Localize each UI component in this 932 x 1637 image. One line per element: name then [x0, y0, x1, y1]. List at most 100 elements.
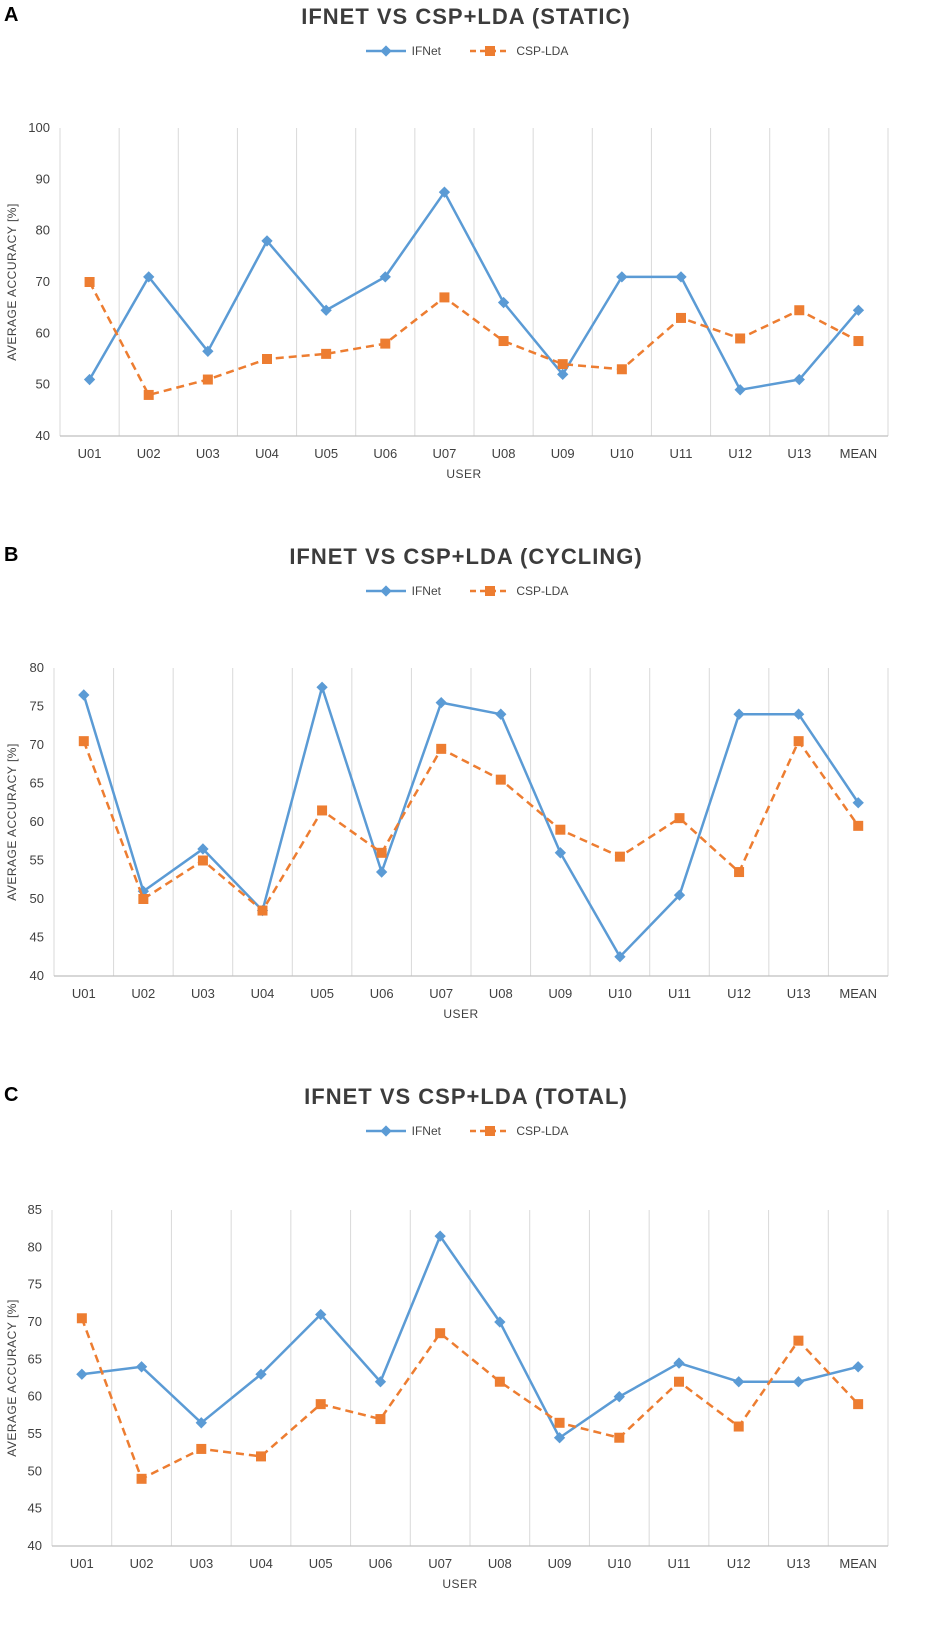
data-point [554, 847, 567, 859]
x-axis-title: USER [443, 1007, 478, 1021]
data-point [557, 359, 568, 370]
data-point [553, 1432, 566, 1444]
x-axis-title: USER [442, 1577, 477, 1591]
data-point [135, 1361, 148, 1373]
data-point [852, 797, 864, 809]
y-tick-label: 65 [28, 1351, 42, 1366]
x-tick-label: U12 [727, 1556, 751, 1571]
grid [59, 128, 889, 436]
y-tick-label: 55 [30, 853, 44, 868]
data-point [143, 271, 155, 283]
chart-title: IFNET VS CSP+LDA (STATIC) [301, 4, 631, 29]
x-tick-label: MEAN [840, 446, 878, 461]
series-line [88, 190, 860, 392]
y-tick-label: 85 [28, 1202, 42, 1217]
data-point [614, 851, 625, 862]
grid [53, 668, 889, 976]
data-point [435, 696, 447, 709]
grid [51, 1210, 889, 1546]
legend-item-csplda: CSP-LDA [468, 1124, 568, 1138]
y-tick-label: 70 [30, 737, 44, 752]
x-tick-label: U07 [429, 986, 453, 1001]
x-tick-label: U04 [255, 446, 279, 461]
data-point [793, 736, 804, 747]
x-tick-label: U07 [432, 446, 456, 461]
y-tick-label: 75 [28, 1277, 42, 1292]
x-tick-label: U05 [309, 1556, 333, 1571]
chart-title: IFNET VS CSP+LDA (CYCLING) [289, 544, 643, 569]
x-tick-label: U10 [608, 986, 632, 1001]
x-tick-label: U02 [130, 1556, 154, 1571]
x-tick-label: U05 [314, 446, 338, 461]
x-tick-label: U12 [727, 986, 751, 1001]
data-point [197, 843, 209, 855]
x-tick-label: U09 [548, 986, 572, 1001]
y-tick-label: 70 [36, 274, 50, 289]
data-point [375, 866, 388, 878]
x-tick-label: U10 [610, 446, 634, 461]
y-tick-label: 45 [28, 1501, 42, 1516]
data-point [793, 373, 805, 386]
legend-label-ifnet: IFNet [411, 44, 441, 58]
series-ifnet [83, 186, 865, 396]
data-point [256, 1451, 266, 1462]
data-point [554, 1417, 565, 1428]
y-tick-label: 60 [30, 814, 44, 829]
x-tick-label: U11 [670, 446, 693, 461]
y-tick-label: 80 [28, 1239, 42, 1254]
chart-plot-c: 40 45 50 55 60 65 70 75 80 85 U01 U02 U03 U04 U05 U06 U0… [5, 1202, 889, 1591]
y-axis-title: AVERAGE ACCURACY [%] [5, 1299, 19, 1457]
data-point [78, 736, 89, 747]
data-point [733, 708, 745, 720]
x-tick-label: U13 [787, 446, 811, 461]
data-point [320, 304, 332, 316]
x-tick-label: U08 [492, 446, 516, 461]
data-point [255, 1368, 267, 1380]
chart-plot-a: 40 50 60 70 80 90 100 U01 U02 U03 U04 U05 U06 U07 U08 U… [5, 120, 889, 481]
panel-letter: B [4, 544, 19, 566]
data-point [733, 1376, 745, 1388]
data-point [438, 186, 451, 198]
data-point [379, 271, 391, 283]
data-point [557, 368, 569, 381]
legend-label-ifnet: IFNet [411, 1124, 441, 1138]
data-point [84, 277, 95, 287]
data-point [495, 774, 506, 785]
chart-plot-b: 40 45 50 55 60 65 70 75 80 U01 U02 U03 U04 U05 U06 U07 U… [5, 660, 889, 1021]
data-point [262, 354, 272, 364]
x-tick-label: U09 [551, 446, 575, 461]
panel-letter: C [4, 1084, 19, 1106]
y-tick-label: 100 [28, 120, 50, 135]
legend-swatch-ifnet [365, 45, 406, 57]
x-tick-label: U07 [428, 1556, 452, 1571]
x-tick-label: U01 [78, 446, 102, 461]
x-tick-label: U05 [310, 986, 334, 1001]
data-point [614, 1432, 625, 1443]
legend-label-csplda: CSP-LDA [516, 1124, 569, 1138]
data-point [197, 855, 208, 866]
data-point [733, 1421, 744, 1432]
data-point [439, 292, 450, 303]
data-point [616, 271, 628, 283]
data-point [735, 333, 746, 344]
data-point [494, 1376, 505, 1387]
y-tick-label: 45 [30, 930, 44, 945]
data-point [734, 867, 745, 878]
series-csplda [78, 736, 864, 916]
chart-title: IFNET VS CSP+LDA (TOTAL) [304, 1084, 628, 1109]
legend-item-ifnet: IFNet [364, 584, 441, 598]
x-tick-label: MEAN [839, 986, 877, 1001]
y-tick-label: 40 [28, 1538, 42, 1553]
x-tick-label: U13 [787, 986, 811, 1001]
legend-item-csplda: CSP-LDA [468, 44, 568, 58]
data-point [674, 1376, 684, 1387]
data-point [375, 1414, 386, 1425]
data-point [317, 805, 328, 816]
data-point [376, 847, 387, 858]
series-ifnet [76, 1230, 864, 1444]
data-point [195, 1417, 207, 1429]
chart-panel-a: A IFNET VS CSP+LDA (STATIC) IFNet CSP-LD… [0, 0, 932, 540]
x-tick-label: U08 [489, 986, 513, 1001]
x-tick-label: U08 [488, 1556, 512, 1571]
data-point [196, 1443, 207, 1454]
